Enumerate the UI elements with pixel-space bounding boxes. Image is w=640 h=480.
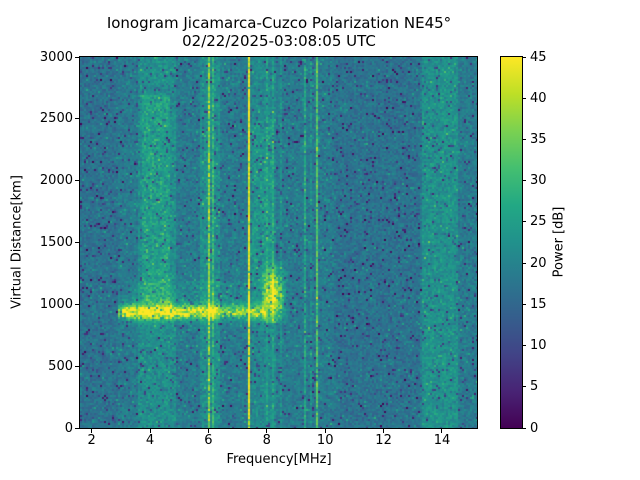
colorbar-tick-label: 30	[530, 173, 547, 189]
y-tick-label: 1000	[39, 296, 73, 312]
y-tick-mark	[75, 303, 79, 305]
y-tick-mark	[75, 118, 79, 120]
y-tick-mark	[75, 365, 79, 367]
colorbar-tick-label: 15	[530, 296, 547, 312]
x-tick-label: 8	[262, 433, 271, 448]
x-tick-label: 12	[375, 433, 392, 448]
colorbar-tick-mark	[522, 97, 526, 99]
x-tick-label: 14	[433, 433, 451, 448]
y-tick-mark	[75, 180, 79, 182]
colorbar-tick-mark	[522, 386, 526, 388]
colorbar-gradient	[501, 57, 522, 428]
y-tick-mark	[75, 427, 79, 429]
x-tick-mark	[441, 429, 443, 433]
colorbar-tick-label: 35	[530, 131, 547, 147]
colorbar-label: Power [dB]	[551, 206, 567, 278]
colorbar-tick-mark	[522, 138, 526, 140]
y-tick-label: 2500	[39, 111, 73, 127]
y-tick-label: 3000	[39, 49, 73, 65]
colorbar-tick-mark	[522, 262, 526, 264]
colorbar-tick-label: 40	[530, 90, 547, 106]
y-tick-mark	[75, 56, 79, 58]
x-tick-mark	[266, 429, 268, 433]
colorbar-tick-label: 5	[530, 379, 539, 395]
colorbar-tick-label: 25	[530, 214, 547, 230]
y-tick-label: 1500	[39, 235, 73, 250]
y-tick-label: 0	[64, 420, 73, 436]
x-tick-label: 10	[316, 433, 334, 448]
x-tick-mark	[324, 429, 326, 433]
colorbar	[500, 56, 523, 429]
colorbar-tick-mark	[522, 427, 526, 429]
colorbar-tick-label: 0	[530, 420, 539, 436]
chart-subtitle-timestamp: 02/22/2025-03:08:05 UTC	[182, 32, 376, 50]
colorbar-tick-mark	[522, 221, 526, 223]
y-tick-label: 2000	[39, 173, 73, 189]
plot-border	[79, 56, 478, 429]
colorbar-tick-mark	[522, 56, 526, 58]
colorbar-tick-mark	[522, 345, 526, 347]
x-tick-mark	[91, 429, 93, 433]
chart-title: Ionogram Jicamarca-Cuzco Polarization NE…	[106, 14, 452, 32]
x-tick-mark	[207, 429, 209, 433]
x-tick-mark	[383, 429, 385, 433]
x-tick-label: 2	[87, 433, 96, 448]
y-tick-mark	[75, 242, 79, 243]
x-tick-label: 6	[204, 433, 213, 448]
ionogram-heatmap	[80, 57, 477, 428]
colorbar-tick-label: 45	[530, 49, 547, 65]
colorbar-tick-label: 10	[530, 338, 547, 354]
x-axis-label: Frequency[MHz]	[226, 452, 332, 467]
x-tick-mark	[149, 429, 151, 433]
colorbar-tick-label: 20	[530, 255, 547, 271]
x-tick-label: 4	[145, 433, 155, 448]
colorbar-tick-mark	[522, 303, 526, 305]
y-tick-label: 500	[48, 358, 73, 374]
colorbar-tick-mark	[522, 180, 526, 182]
